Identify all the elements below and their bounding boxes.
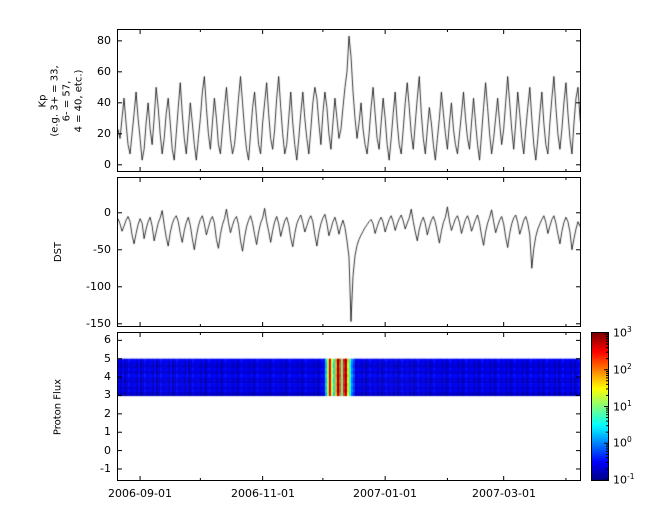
colorbar-gradient-canvas: [592, 333, 608, 480]
proton-flux-spectrogram-canvas: [118, 333, 580, 480]
y-tick-label-dst: -50: [93, 243, 111, 256]
colorbar-tick-label: 10-1: [613, 472, 635, 487]
y-tick-label-flux: 1: [104, 425, 111, 438]
y-tick-label-flux: 5: [104, 352, 111, 365]
x-tick-label: 2006-09-01: [108, 487, 172, 500]
colorbar-tick-label: 100: [613, 435, 632, 450]
x-tick-label: 2007-03-01: [472, 487, 536, 500]
y-tick-label-kp: 80: [97, 34, 111, 47]
y-tick-label-flux: -1: [100, 462, 111, 475]
colorbar-tick-label: 103: [613, 325, 632, 340]
kp-line-canvas: [118, 30, 580, 171]
y-tick-label-kp: 20: [97, 127, 111, 140]
dst-line-canvas: [118, 178, 580, 326]
colorbar-tick-label: 102: [613, 362, 632, 377]
y-tick-label-dst: -150: [86, 317, 111, 330]
y-tick-label-flux: 4: [104, 370, 111, 383]
dst-panel: [117, 177, 581, 327]
proton-flux-panel: [117, 332, 581, 481]
colorbar-tick-label: 101: [613, 399, 632, 414]
colorbar: [591, 332, 609, 481]
x-tick-label: 2006-11-01: [231, 487, 295, 500]
y-tick-label-flux: 0: [104, 444, 111, 457]
x-tick-label: 2007-01-01: [353, 487, 417, 500]
y-tick-label-dst: 0: [104, 206, 111, 219]
y-tick-label-flux: 6: [104, 333, 111, 346]
y-tick-label-kp: 0: [104, 158, 111, 171]
y-tick-label-kp: 60: [97, 65, 111, 78]
y-tick-label-kp: 40: [97, 96, 111, 109]
kp-panel: [117, 29, 581, 172]
y-tick-label-flux: 2: [104, 407, 111, 420]
y-tick-label-dst: -100: [86, 280, 111, 293]
y-tick-label-flux: 3: [104, 388, 111, 401]
